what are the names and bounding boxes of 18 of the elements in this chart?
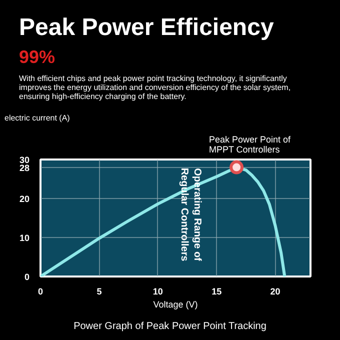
- chart-title: Peak Power Efficiency: [19, 13, 275, 43]
- x-tick-label: 15: [212, 286, 222, 296]
- text: Peak Power Point of MPPT Controllers: [208, 134, 291, 154]
- y-tick-label: 28: [19, 162, 30, 173]
- x-axis-title: Voltage (V): [153, 300, 198, 310]
- y-axis-title: electric current (A): [4, 114, 70, 122]
- x-tick-label: 10: [152, 286, 163, 296]
- y-tick-label: 10: [19, 233, 30, 243]
- y-tick-label: 0: [24, 272, 30, 282]
- y-tick-label: 20: [19, 194, 30, 204]
- text: With efficient chips and peak power point tracking technology, it significantly improves the energy utilization and conversion efficiency of the solar system, ensuring high-efficiency charging of the battery.: [19, 74, 292, 102]
- chart-subtitle: 99%: [19, 46, 56, 70]
- x-tick-label: 20: [270, 286, 280, 296]
- x-tick-label: 5: [96, 286, 102, 296]
- annotation: Operating Range of Regular Controllers: [178, 168, 203, 262]
- text: Power Graph of Peak Power Point Tracking: [5, 320, 335, 334]
- y-tick-label: 30: [19, 155, 30, 165]
- x-tick-label: 0: [38, 286, 44, 296]
